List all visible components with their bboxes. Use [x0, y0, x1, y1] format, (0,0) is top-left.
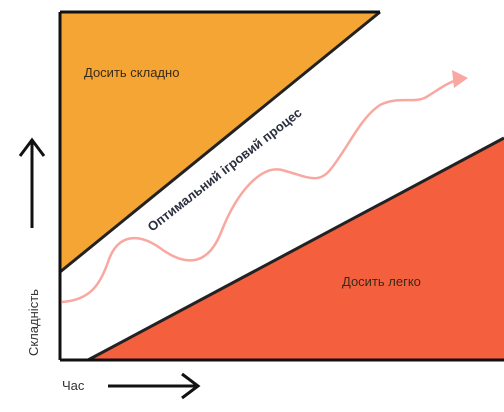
too-easy-label: Досить легко: [342, 274, 421, 289]
x-axis-label: Час: [62, 378, 85, 393]
upper-boundary-line: [59, 10, 381, 274]
x-axis-arrowhead-icon: [181, 372, 201, 400]
flow-path-arrowhead-icon: [452, 70, 468, 88]
y-axis-arrowhead-icon: [18, 137, 46, 157]
too-hard-label: Досить складно: [84, 65, 179, 80]
y-axis-label: Складність: [26, 289, 41, 356]
lower-boundary-line: [87, 136, 504, 362]
flow-path: [61, 78, 459, 304]
